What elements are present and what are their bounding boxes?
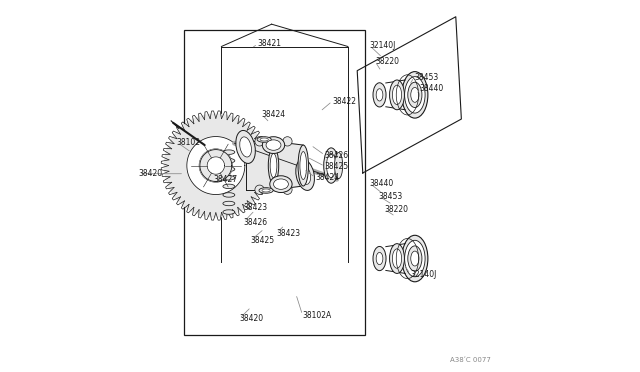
Ellipse shape — [376, 89, 383, 101]
Text: 38440: 38440 — [420, 84, 444, 93]
Ellipse shape — [392, 249, 402, 268]
Ellipse shape — [259, 187, 273, 193]
Ellipse shape — [270, 153, 277, 177]
Ellipse shape — [223, 158, 235, 163]
Text: 38102: 38102 — [177, 138, 201, 147]
Ellipse shape — [335, 153, 342, 179]
Ellipse shape — [283, 185, 292, 194]
Text: 32140J: 32140J — [369, 41, 396, 50]
Ellipse shape — [223, 193, 235, 197]
Polygon shape — [164, 114, 267, 217]
Ellipse shape — [270, 176, 292, 193]
Polygon shape — [207, 157, 225, 174]
Text: 38423: 38423 — [244, 203, 268, 212]
Ellipse shape — [404, 240, 425, 277]
Ellipse shape — [300, 152, 307, 179]
Ellipse shape — [283, 137, 292, 146]
Text: 38102A: 38102A — [303, 311, 332, 320]
Ellipse shape — [404, 77, 425, 113]
Text: 38420: 38420 — [139, 169, 163, 178]
Ellipse shape — [324, 148, 339, 183]
Text: 38427: 38427 — [213, 175, 237, 184]
Polygon shape — [200, 150, 232, 182]
Ellipse shape — [223, 201, 235, 206]
Ellipse shape — [408, 246, 422, 271]
Ellipse shape — [266, 140, 281, 150]
Text: 38453: 38453 — [414, 73, 438, 81]
Text: 38424: 38424 — [316, 173, 340, 182]
Ellipse shape — [296, 159, 314, 190]
Ellipse shape — [223, 184, 235, 189]
Ellipse shape — [236, 131, 255, 163]
Ellipse shape — [268, 148, 278, 183]
Ellipse shape — [411, 251, 419, 266]
Ellipse shape — [392, 85, 402, 105]
Polygon shape — [187, 137, 245, 195]
Ellipse shape — [273, 179, 289, 189]
Ellipse shape — [390, 244, 404, 273]
Text: 38421: 38421 — [258, 39, 282, 48]
Ellipse shape — [240, 137, 252, 157]
Ellipse shape — [298, 145, 308, 186]
Ellipse shape — [260, 138, 268, 141]
Ellipse shape — [223, 210, 235, 214]
Ellipse shape — [300, 165, 310, 185]
Bar — [184, 30, 365, 335]
Polygon shape — [246, 141, 273, 190]
Ellipse shape — [376, 252, 383, 265]
Text: 38422: 38422 — [332, 97, 356, 106]
Text: 38420: 38420 — [239, 314, 264, 323]
Ellipse shape — [262, 189, 270, 192]
Text: 38453: 38453 — [379, 192, 403, 201]
Ellipse shape — [390, 80, 404, 110]
Text: 38220: 38220 — [385, 205, 408, 214]
Ellipse shape — [255, 137, 264, 146]
Ellipse shape — [408, 82, 422, 108]
Ellipse shape — [402, 71, 428, 118]
Text: 32140J: 32140J — [410, 270, 436, 279]
Ellipse shape — [223, 176, 235, 180]
Ellipse shape — [255, 185, 264, 194]
Ellipse shape — [402, 235, 428, 282]
Text: 38423: 38423 — [276, 229, 301, 238]
Text: 38424: 38424 — [262, 110, 285, 119]
Ellipse shape — [411, 87, 419, 102]
Text: A38ʼC 0077: A38ʼC 0077 — [451, 357, 491, 363]
Ellipse shape — [257, 137, 271, 142]
Ellipse shape — [373, 246, 386, 271]
Ellipse shape — [262, 137, 285, 153]
Ellipse shape — [223, 150, 235, 154]
Ellipse shape — [326, 153, 336, 177]
Text: 38426: 38426 — [325, 151, 349, 160]
Text: 38425: 38425 — [325, 162, 349, 171]
Ellipse shape — [223, 167, 235, 171]
Polygon shape — [273, 141, 303, 190]
Text: 38220: 38220 — [375, 57, 399, 66]
Text: 38426: 38426 — [244, 218, 268, 227]
Text: 38440: 38440 — [369, 179, 394, 187]
Text: 38425: 38425 — [250, 236, 275, 245]
Ellipse shape — [373, 83, 386, 107]
